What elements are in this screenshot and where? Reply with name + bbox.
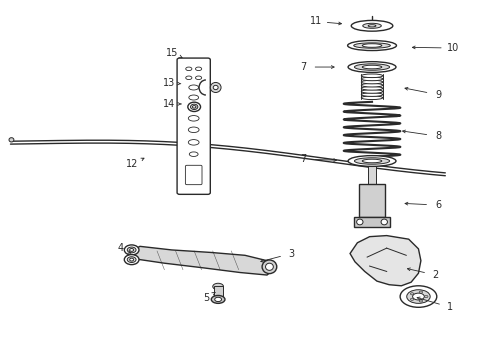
Ellipse shape: [361, 93, 383, 96]
Polygon shape: [128, 246, 274, 275]
Ellipse shape: [188, 102, 200, 112]
Ellipse shape: [354, 64, 390, 70]
Ellipse shape: [361, 96, 383, 99]
Ellipse shape: [191, 104, 198, 109]
Ellipse shape: [361, 74, 383, 77]
Ellipse shape: [188, 105, 199, 110]
Text: 7: 7: [300, 154, 307, 164]
Ellipse shape: [348, 156, 396, 166]
Text: 12: 12: [126, 159, 139, 169]
Ellipse shape: [411, 298, 414, 300]
Ellipse shape: [354, 158, 390, 164]
Text: 10: 10: [446, 43, 459, 53]
Text: 13: 13: [163, 78, 175, 88]
Ellipse shape: [407, 290, 430, 303]
Ellipse shape: [362, 44, 382, 47]
Ellipse shape: [411, 293, 414, 295]
Ellipse shape: [186, 67, 192, 71]
Text: 15: 15: [166, 48, 178, 58]
Ellipse shape: [213, 85, 218, 90]
Ellipse shape: [188, 127, 199, 132]
Ellipse shape: [400, 286, 437, 307]
Ellipse shape: [419, 300, 422, 302]
Ellipse shape: [266, 263, 273, 270]
Text: 3: 3: [288, 248, 294, 258]
Ellipse shape: [362, 65, 382, 69]
Text: 4: 4: [117, 243, 123, 253]
Text: 2: 2: [433, 270, 439, 280]
Bar: [354, 217, 391, 227]
Ellipse shape: [189, 95, 198, 100]
Ellipse shape: [215, 297, 221, 302]
Ellipse shape: [262, 260, 277, 274]
Ellipse shape: [189, 85, 198, 90]
Ellipse shape: [130, 248, 134, 251]
Ellipse shape: [419, 291, 422, 293]
Ellipse shape: [193, 105, 196, 108]
Ellipse shape: [186, 76, 192, 80]
Text: 8: 8: [435, 131, 441, 141]
Ellipse shape: [9, 138, 14, 142]
Ellipse shape: [196, 76, 202, 80]
Ellipse shape: [361, 77, 383, 81]
Ellipse shape: [124, 255, 139, 265]
Ellipse shape: [363, 23, 381, 28]
Ellipse shape: [381, 219, 388, 225]
Ellipse shape: [354, 43, 391, 48]
Ellipse shape: [361, 80, 383, 84]
Bar: [214, 286, 222, 300]
Ellipse shape: [196, 67, 202, 71]
Ellipse shape: [347, 41, 396, 50]
Ellipse shape: [348, 62, 396, 72]
Bar: [368, 163, 376, 184]
Ellipse shape: [130, 258, 134, 261]
Ellipse shape: [361, 84, 383, 87]
Text: 9: 9: [435, 90, 441, 100]
Ellipse shape: [124, 245, 139, 255]
Ellipse shape: [211, 296, 225, 303]
Ellipse shape: [213, 283, 223, 290]
Text: 11: 11: [310, 17, 322, 27]
Text: 7: 7: [300, 62, 307, 72]
Ellipse shape: [362, 159, 382, 163]
Ellipse shape: [424, 296, 428, 298]
Ellipse shape: [368, 25, 376, 27]
Ellipse shape: [413, 293, 424, 300]
Ellipse shape: [361, 86, 383, 90]
Ellipse shape: [351, 21, 393, 31]
Ellipse shape: [357, 219, 363, 225]
Text: 5: 5: [203, 293, 209, 303]
FancyBboxPatch shape: [185, 165, 202, 185]
Ellipse shape: [189, 152, 198, 157]
Ellipse shape: [210, 82, 221, 93]
Text: 6: 6: [435, 200, 441, 210]
Polygon shape: [350, 235, 421, 286]
Ellipse shape: [188, 116, 199, 121]
Text: 14: 14: [163, 99, 175, 109]
Bar: [359, 184, 385, 217]
Ellipse shape: [127, 247, 136, 253]
Ellipse shape: [361, 90, 383, 93]
Ellipse shape: [127, 257, 136, 262]
Ellipse shape: [188, 140, 199, 145]
FancyBboxPatch shape: [177, 58, 210, 194]
Text: 1: 1: [447, 302, 453, 312]
